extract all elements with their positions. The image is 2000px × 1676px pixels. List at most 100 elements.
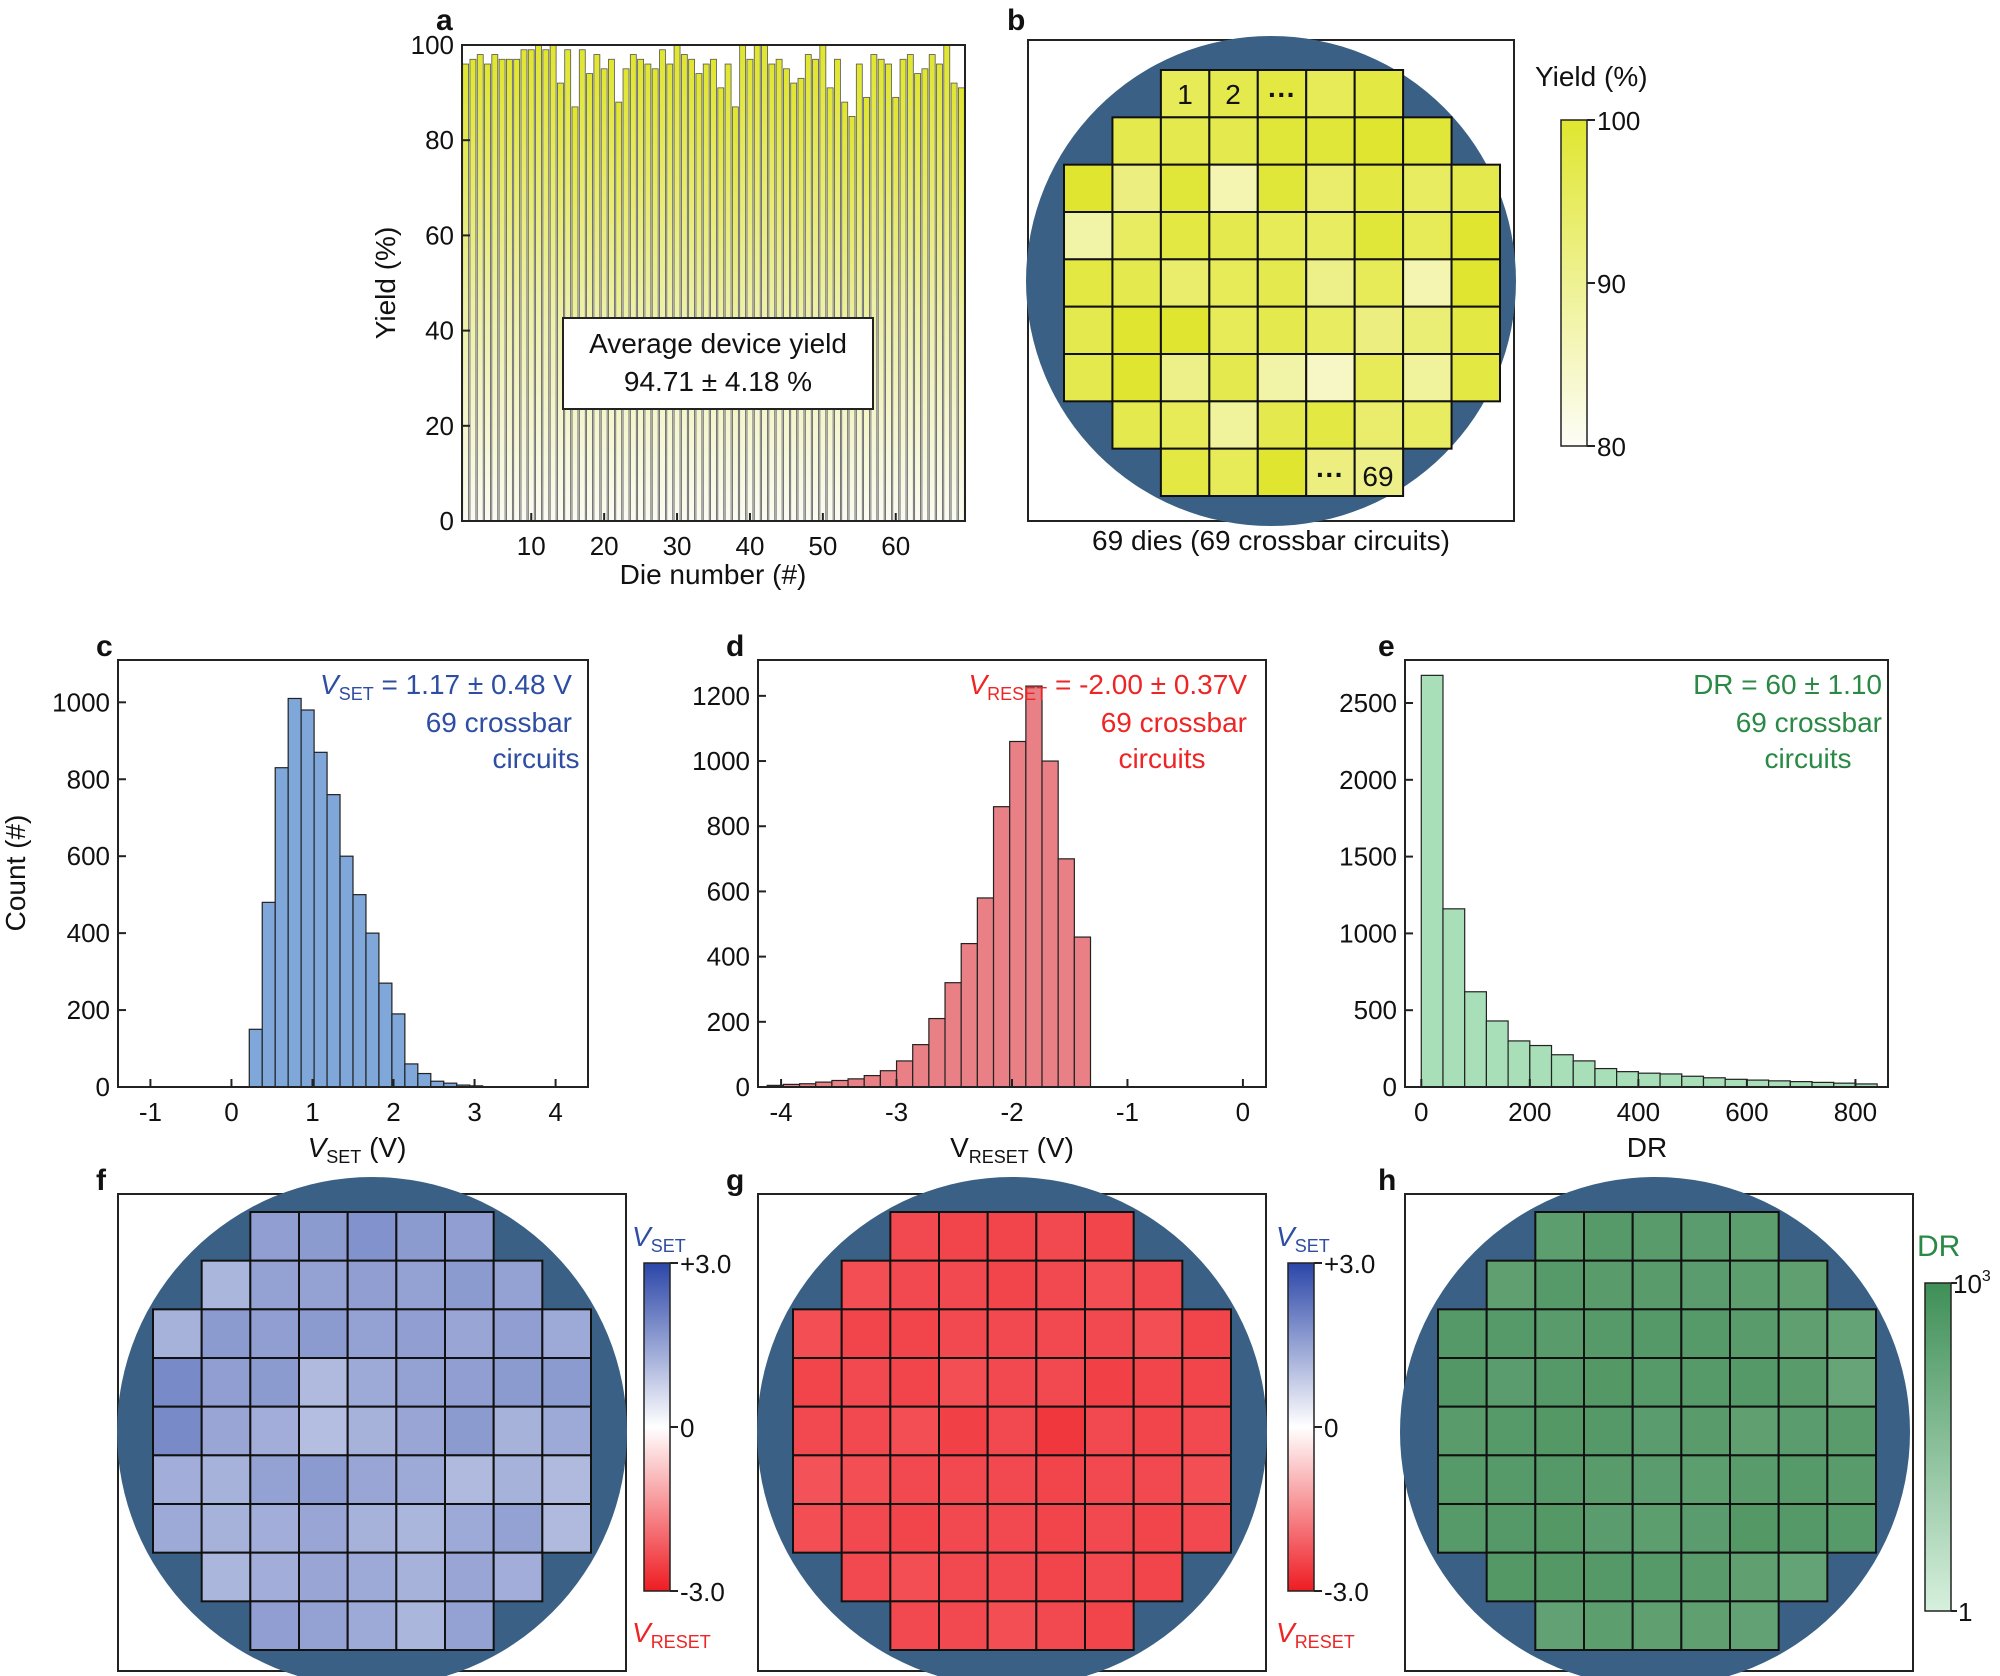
- chart-f-die: [249, 1357, 300, 1408]
- chart-g-die: [1084, 1405, 1135, 1457]
- chart-b: 1 2 ··· ··· 69 69 dies (69 crossbar circ…: [1026, 36, 1648, 556]
- chart-b-die: [1159, 69, 1211, 119]
- chart-g-cb-tick-bottom: -3.0: [1324, 1577, 1369, 1607]
- chart-g-die: [1132, 1259, 1184, 1311]
- chart-a-bar: [593, 54, 601, 522]
- chart-a-bar: [629, 54, 637, 522]
- chart-b-die: [1256, 116, 1308, 166]
- chart-e-bar: [1572, 1060, 1596, 1088]
- chart-f-die: [200, 1551, 252, 1603]
- chart-h-die: [1583, 1503, 1634, 1554]
- chart-f-die: [444, 1454, 495, 1506]
- chart-g: VSET +3.0 0 -3.0 VRESET: [757, 1177, 1375, 1676]
- chart-h-die: [1777, 1259, 1829, 1311]
- chart-e-bar: [1507, 1040, 1531, 1088]
- chart-b-die: [1305, 211, 1356, 261]
- chart-f-die: [249, 1211, 300, 1262]
- chart-h-die: [1631, 1454, 1683, 1506]
- chart-e-bar: [1442, 908, 1466, 1088]
- chart-f-die: [249, 1503, 300, 1554]
- chart-h-die: [1729, 1308, 1780, 1360]
- chart-f-die: [346, 1503, 398, 1554]
- chart-a-bar: [659, 49, 666, 522]
- chart-c-bar: [391, 1013, 406, 1088]
- chart-c-xtick: 3: [467, 1097, 481, 1127]
- chart-c-bar: [287, 697, 302, 1088]
- chart-h-die: [1631, 1503, 1683, 1554]
- chart-b-die: [1305, 305, 1356, 355]
- chart-e-xtick: 0: [1414, 1097, 1428, 1127]
- chart-e-bar: [1464, 991, 1488, 1088]
- chart-a-bar: [484, 63, 491, 522]
- chart-g-die: [1084, 1211, 1135, 1262]
- chart-f-die: [249, 1551, 300, 1603]
- chart-f-die: [492, 1308, 544, 1360]
- chart-g-die: [1132, 1405, 1184, 1457]
- chart-f-cb-tick-top: +3.0: [680, 1249, 731, 1279]
- chart-e-ytick: 0: [1383, 1072, 1397, 1102]
- chart-d-bar: [992, 806, 1011, 1088]
- chart-d-xlabel-sub: RESET: [969, 1147, 1029, 1167]
- chart-f-die: [298, 1600, 349, 1652]
- chart-f-cb-bottom-label: VRESET: [632, 1617, 711, 1652]
- chart-e-ytick: 1500: [1339, 842, 1397, 872]
- chart-h-die: [1485, 1551, 1537, 1603]
- chart-a-bar: [710, 58, 717, 522]
- chart-a-bar: [724, 63, 732, 522]
- chart-h-die: [1631, 1308, 1683, 1360]
- chart-b-colorbar: [1560, 119, 1588, 447]
- chart-b-die: [1353, 163, 1405, 214]
- chart-e-annotation-line3: circuits: [1764, 743, 1851, 774]
- chart-b-die: [1402, 116, 1453, 166]
- chart-f-die: [249, 1454, 300, 1506]
- chart-c-ytick: 600: [67, 841, 110, 871]
- chart-b-die: [1063, 211, 1114, 261]
- chart-e-axes: 0 200 400 600 800 0 500 1000 1500 2000 2500: [1339, 688, 1877, 1127]
- chart-g-die: [889, 1454, 940, 1506]
- chart-f-die: [298, 1357, 349, 1408]
- chart-g-die: [1035, 1600, 1087, 1652]
- chart-b-die: [1208, 353, 1259, 403]
- chart-a-bar: [717, 87, 725, 522]
- chart-e-bar: [1637, 1072, 1661, 1088]
- chart-g-die: [1035, 1551, 1087, 1603]
- chart-f-die: [298, 1308, 349, 1360]
- chart-c-ytick: 1000: [52, 687, 110, 717]
- chart-b-die: [1353, 400, 1405, 450]
- chart-a-bar: [957, 87, 965, 522]
- chart-f-die: [346, 1405, 398, 1457]
- chart-f-colorbar: [643, 1262, 671, 1592]
- chart-b-die: [1159, 447, 1211, 497]
- chart-a-bar: [892, 96, 900, 522]
- chart-g-die: [1084, 1259, 1135, 1311]
- chart-c-annotation-line3: circuits: [492, 743, 579, 774]
- chart-a-bar: [790, 82, 798, 522]
- chart-a-bar: [680, 54, 688, 522]
- chart-g-die: [986, 1600, 1038, 1652]
- chart-f-die-grid: [152, 1211, 592, 1652]
- chart-h-die: [1777, 1308, 1829, 1360]
- chart-b-die: [1063, 163, 1114, 214]
- chart-d-bar: [1025, 685, 1043, 1088]
- chart-a-bar: [688, 58, 696, 522]
- chart-h-die: [1680, 1503, 1732, 1554]
- chart-a-bar: [622, 68, 630, 522]
- chart-g-die: [792, 1308, 843, 1360]
- chart-h-die: [1534, 1454, 1586, 1506]
- chart-g-die: [1084, 1454, 1135, 1506]
- chart-d-xtick: -4: [770, 1097, 793, 1127]
- chart-c-xtick: 4: [548, 1097, 562, 1127]
- panel-letter-h: h: [1378, 1164, 1396, 1197]
- chart-f-die: [298, 1454, 349, 1506]
- chart-a-bar: [819, 44, 827, 522]
- chart-b-die: [1305, 69, 1356, 119]
- chart-h-die: [1485, 1503, 1537, 1554]
- chart-h-die: [1631, 1600, 1683, 1652]
- chart-a-bar: [950, 82, 958, 522]
- chart-f-die: [492, 1357, 544, 1408]
- chart-b-die: [1208, 400, 1259, 450]
- chart-a-bar: [520, 49, 528, 522]
- chart-a-bar: [702, 63, 710, 522]
